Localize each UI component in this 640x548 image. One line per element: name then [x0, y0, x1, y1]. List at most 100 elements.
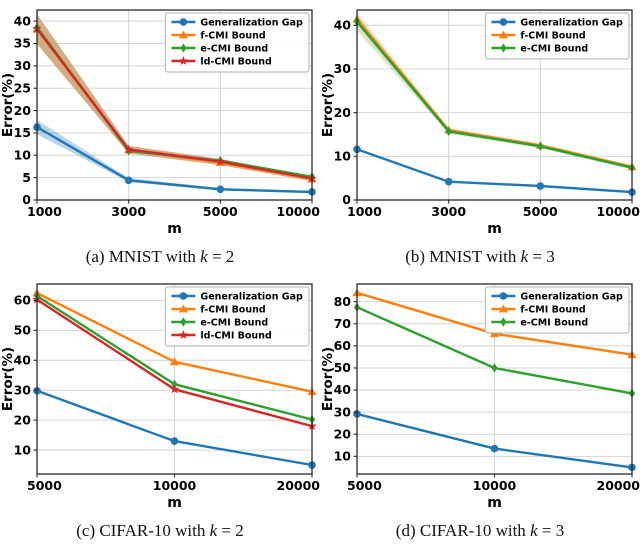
x-tick-label: 5000	[27, 478, 62, 493]
y-tick-label: 15	[14, 125, 31, 140]
x-tick-label: 5000	[347, 478, 382, 493]
caption-b-prefix: (b) MNIST with	[405, 247, 520, 266]
y-tick-label: 80	[334, 294, 352, 309]
x-tick-label: 10000	[153, 478, 197, 493]
caption-c: (c) CIFAR-10 with k = 2	[76, 518, 243, 544]
x-tick-label: 20000	[597, 478, 640, 493]
y-tick-label: 10	[14, 147, 32, 162]
marker-generalization-gap	[537, 183, 544, 190]
y-axis-label: Error(%)	[0, 347, 16, 411]
y-tick-label: 5	[22, 170, 31, 185]
y-axis-label: Error(%)	[320, 347, 336, 411]
legend-label: Generalization Gap	[520, 17, 623, 28]
caption-d-suffix: = 3	[538, 521, 565, 540]
legend-label: ld-CMI Bound	[200, 330, 271, 341]
y-tick-label: 20	[14, 412, 32, 427]
caption-a-suffix: = 2	[208, 247, 235, 266]
legend: Generalization Gap f-CMI Bound e-CMI Bound…	[165, 287, 309, 346]
legend-marker-generalization-gap	[180, 293, 187, 300]
y-tick-label: 20	[14, 103, 32, 118]
legend-label: e-CMI Bound	[520, 43, 588, 54]
legend-label: Generalization Gap	[200, 291, 303, 302]
y-tick-label: 40	[14, 13, 32, 28]
x-tick-label: 20000	[277, 478, 321, 493]
y-tick-label: 60	[14, 293, 32, 308]
marker-generalization-gap	[125, 177, 132, 184]
subplot-d: 10 20 30 40 50 60 70 80 5000 10000 20000 m Error(%) G…	[320, 276, 640, 548]
caption-c-prefix: (c) CIFAR-10 with	[76, 521, 209, 540]
caption-b-suffix: = 3	[528, 247, 555, 266]
marker-generalization-gap	[171, 438, 178, 445]
legend-label: f-CMI Bound	[200, 304, 265, 315]
x-axis-label: m	[167, 495, 182, 511]
legend-label: f-CMI Bound	[520, 304, 585, 315]
legend-marker-generalization-gap	[500, 293, 507, 300]
y-tick-label: 10	[334, 149, 352, 164]
y-tick-label: 60	[334, 338, 352, 353]
marker-e-cmi-bound	[491, 363, 497, 372]
chart-cifar10-k2: 10 20 30 40 50 60 5000 10000 20000 m Error(%) Gener…	[0, 276, 320, 512]
chart-svg: 10 20 30 40 50 60 70 80 5000 10000 20000 m Error(%) G…	[320, 276, 640, 512]
caption-d: (d) CIFAR-10 with k = 3	[396, 518, 564, 544]
series-markers-generalization-gap	[354, 146, 636, 195]
y-tick-label: 30	[14, 382, 32, 397]
x-axis-label: m	[167, 221, 182, 237]
x-tick-label: 3000	[111, 204, 146, 219]
y-tick-label: 20	[334, 105, 352, 120]
subplot-c: 10 20 30 40 50 60 5000 10000 20000 m Error(%) Gener…	[0, 276, 320, 548]
legend-label: f-CMI Bound	[520, 30, 585, 41]
y-tick-label: 10	[334, 449, 352, 464]
x-axis-label: m	[487, 495, 502, 511]
y-tick-label: 30	[334, 404, 352, 419]
marker-generalization-gap	[491, 445, 498, 452]
caption-a-var: k	[200, 247, 208, 266]
legend-label: Generalization Gap	[520, 291, 623, 302]
y-tick-label: 50	[334, 360, 352, 375]
caption-c-var: k	[210, 521, 218, 540]
legend: Generalization Gap f-CMI Bound e-CMI Bound	[485, 13, 629, 59]
caption-c-suffix: = 2	[217, 521, 244, 540]
y-axis-label: Error(%)	[320, 73, 336, 137]
y-axis-label: Error(%)	[0, 73, 16, 137]
y-tick-label: 30	[334, 61, 352, 76]
x-tick-label: 1000	[347, 204, 382, 219]
legend-label: e-CMI Bound	[200, 43, 268, 54]
y-tick-label: 70	[334, 316, 352, 331]
legend-marker-generalization-gap	[180, 19, 187, 26]
caption-d-var: k	[530, 521, 538, 540]
x-tick-label: 10000	[277, 204, 321, 219]
x-tick-label: 3000	[431, 204, 466, 219]
y-tick-label: 10	[14, 442, 32, 457]
legend-marker-generalization-gap	[500, 19, 507, 26]
x-tick-label: 5000	[523, 204, 558, 219]
y-tick-label: 40	[14, 352, 32, 367]
y-tick-label: 20	[334, 426, 352, 441]
legend-label: Generalization Gap	[200, 17, 303, 28]
series-line-generalization-gap	[37, 127, 312, 192]
y-tick-label: 30	[14, 58, 32, 73]
marker-generalization-gap	[217, 186, 224, 193]
marker-generalization-gap	[445, 178, 452, 185]
legend-label: e-CMI Bound	[200, 317, 268, 328]
x-tick-label: 5000	[203, 204, 238, 219]
y-tick-label: 25	[14, 80, 31, 95]
y-tick-label: 35	[14, 36, 31, 51]
caption-a: (a) MNIST with k = 2	[86, 244, 235, 270]
x-tick-label: 10000	[597, 204, 640, 219]
x-tick-label: 1000	[27, 204, 62, 219]
y-tick-label: 40	[334, 382, 352, 397]
x-tick-label: 10000	[473, 478, 517, 493]
legend-label: ld-CMI Bound	[200, 56, 271, 67]
y-tick-label: 50	[14, 323, 32, 338]
chart-svg: 10 20 30 40 50 60 5000 10000 20000 m Error(%) Gener…	[0, 276, 320, 512]
